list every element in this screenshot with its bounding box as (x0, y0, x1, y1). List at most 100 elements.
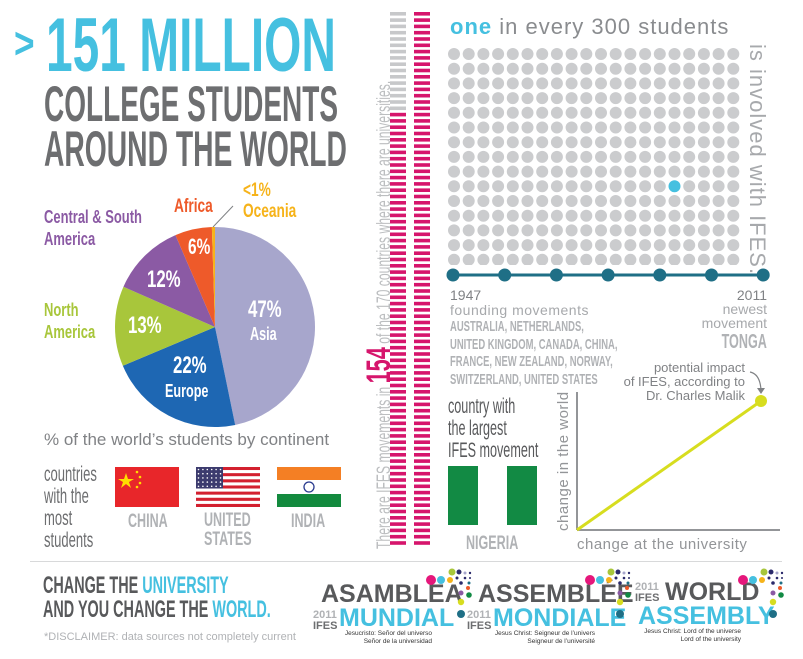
student-dot (639, 253, 652, 265)
student-dot (595, 180, 607, 193)
country-bar (414, 402, 430, 407)
student-dot (536, 239, 549, 252)
student-dot (477, 62, 490, 75)
country-bar (414, 87, 430, 92)
student-dot (536, 165, 549, 178)
student-dot (653, 77, 666, 90)
country-bar (414, 81, 430, 85)
timeline-node (756, 268, 770, 282)
student-dot (683, 48, 696, 60)
student-dot (506, 121, 519, 134)
student-dot (697, 209, 710, 222)
nigeria-flag (448, 466, 537, 525)
student-dot (462, 62, 475, 75)
student-dot (550, 92, 563, 105)
student-dot (536, 150, 549, 163)
country-bar (390, 62, 406, 66)
student-dot (506, 136, 519, 149)
student-dot (727, 239, 740, 252)
student-dot (492, 92, 505, 105)
student-dot (653, 180, 666, 193)
student-dot (668, 62, 681, 75)
student-dot (477, 239, 490, 252)
student-dot (565, 77, 578, 90)
student-dot (609, 92, 622, 105)
student-dot (727, 62, 740, 75)
country-bar (390, 320, 406, 325)
student-dot (448, 92, 460, 105)
student-dot (448, 224, 460, 237)
student-dot (595, 136, 607, 149)
headline-line3: AROUND THE WORLD (44, 121, 347, 177)
country-bar (414, 68, 430, 73)
largest-label: country with the largest IFES movement (448, 395, 539, 462)
student-dot (506, 77, 519, 90)
pie-label-europe-pct: 22% (173, 352, 207, 379)
student-dot (668, 165, 681, 178)
country-bar (390, 534, 406, 539)
country-bar (390, 213, 406, 218)
student-dot (477, 77, 490, 90)
student-dot (624, 136, 637, 149)
timeline-end-label: newest movement (701, 301, 767, 331)
country-bar (390, 541, 406, 545)
country-bar (414, 18, 430, 22)
country-bar (414, 49, 430, 54)
student-dot (565, 224, 578, 237)
student-dot (639, 92, 652, 105)
founding-countries: AUSTRALIA, NETHERLANDS, UNITED KINGDOM, … (450, 318, 618, 388)
country-bar (414, 534, 430, 539)
country-bar (414, 213, 430, 218)
country-bar (390, 37, 406, 41)
student-dot (653, 106, 666, 119)
student-dot (624, 77, 637, 90)
student-dot (550, 121, 563, 134)
pie-label-na-pct: 13% (128, 312, 162, 339)
student-dot (477, 180, 490, 193)
country-bar (390, 156, 406, 161)
student-dot (697, 121, 710, 134)
student-dot (653, 121, 666, 134)
student-dot (624, 150, 637, 163)
student-dot (448, 253, 460, 265)
student-dot (697, 224, 710, 237)
country-bar (390, 175, 406, 180)
student-dot (697, 165, 710, 178)
country-bar (390, 56, 406, 60)
country-bar (390, 434, 406, 438)
student-dot (712, 77, 725, 90)
student-dot (668, 224, 681, 237)
country-bar (414, 371, 430, 375)
student-dot (580, 121, 593, 134)
student-dot (697, 77, 710, 90)
student-dot (536, 106, 549, 119)
student-dot (668, 239, 681, 252)
student-dot (595, 224, 607, 237)
legend-oceania: <1% Oceania (243, 180, 297, 222)
largest-country: NIGERIA (466, 533, 519, 554)
country-bar (390, 81, 406, 85)
country-bar (414, 434, 430, 438)
student-dot (580, 62, 593, 75)
student-dot (492, 106, 505, 119)
student-dot (609, 106, 622, 119)
country-bar (390, 131, 406, 136)
student-dot (477, 92, 490, 105)
student-dot (506, 150, 519, 163)
student-dot (565, 165, 578, 178)
student-dot (492, 62, 505, 75)
impact-note: potential impact of IFES, according to Dr.… (623, 360, 745, 403)
student-dot (565, 195, 578, 207)
student-dot (609, 224, 622, 237)
country-bar (390, 383, 406, 388)
student-dot (639, 195, 652, 207)
country-bar (414, 182, 430, 186)
country-bar (414, 408, 430, 413)
timeline-start-year: 1947 (450, 287, 482, 303)
student-dot (580, 106, 593, 119)
student-dot (595, 239, 607, 252)
student-dot (521, 106, 534, 119)
pie-caption: % of the world’s students by continent (44, 430, 330, 449)
student-dot (580, 92, 593, 105)
country-bar (414, 289, 430, 293)
